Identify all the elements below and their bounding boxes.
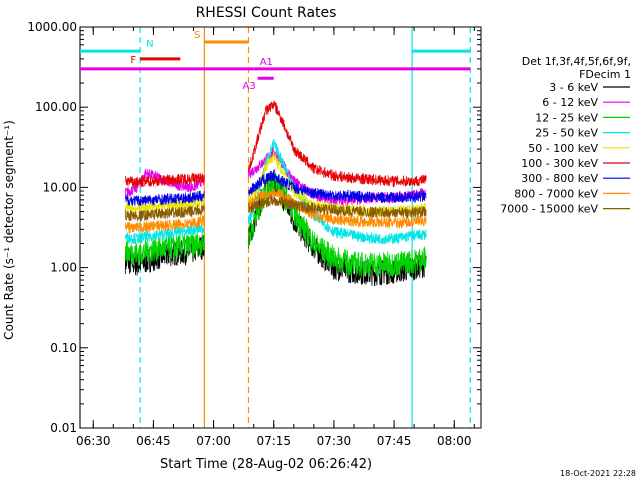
legend-label-4: 50 - 100 keV [528,142,598,155]
series-4-segment-1 [248,150,427,218]
x-tick-label-0: 06:30 [76,434,111,448]
series-8-segment-0 [124,204,205,223]
flag-label-A1: A1 [260,57,273,68]
timestamp: 18-Oct-2021 22:28 [560,469,636,478]
legend-label-6: 300 - 800 keV [521,172,598,185]
y-tick-label-1: 0.10 [50,341,77,355]
flag-label-N: N [146,39,153,50]
flag-label-F: F [130,55,136,66]
plot-data-layer [79,27,471,428]
y-tick-label-4: 100.00 [35,100,77,114]
flag-label-A3: A3 [242,81,255,92]
y-axis-label: Count Rate (s⁻¹ detector segment⁻¹) [2,120,16,340]
x-tick-label-3: 07:15 [256,434,291,448]
legend-label-5: 100 - 300 keV [521,157,598,170]
legend-header-1: FDecim 1 [579,68,631,81]
y-tick-label-3: 10.00 [43,180,77,194]
legend-label-1: 6 - 12 keV [542,96,598,109]
series-7-segment-0 [124,215,205,234]
plot-frame [79,26,482,429]
series-7-segment-1 [248,188,427,229]
x-tick-label-1: 06:45 [136,434,171,448]
legend-header-0: Det 1f,3f,4f,5f,6f,9f, [522,55,631,68]
series-3-segment-1 [248,139,427,245]
chart-title: RHESSI Count Rates [196,5,337,21]
x-tick-label-5: 07:45 [377,434,412,448]
legend-label-0: 3 - 6 keV [549,81,598,94]
y-tick-label-5: 1000.00 [27,20,77,34]
x-axis-label: Start Time (28-Aug-02 06:26:42) [160,457,372,472]
series-2-segment-1 [248,172,427,278]
flag-annotations: N S F A1 A3 [80,30,471,92]
series-8-segment-1 [248,194,427,219]
series-6-segment-1 [248,170,427,204]
y-tick-label-2: 1.00 [50,261,77,275]
legend-label-2: 12 - 25 keV [535,111,598,124]
legend-label-3: 25 - 50 keV [535,127,598,140]
legend: Det 1f,3f,4f,5f,6f,9f,FDecim 13 - 6 keV 6… [500,55,631,216]
x-tick-label-4: 07:30 [317,434,352,448]
legend-label-8: 7000 - 15000 keV [500,203,598,216]
flag-label-S: S [194,30,200,41]
y-tick-label-0: 0.01 [50,421,77,435]
series-5-segment-0 [124,173,205,188]
x-tick-label-6: 08:00 [437,434,472,448]
series-5-segment-1 [248,100,427,188]
series-6-segment-0 [124,190,205,207]
legend-label-7: 800 - 7000 keV [514,187,598,200]
axes: 0.01 0.10 1.00 10.00 100.00 1000.00 06:30 06:45… [27,20,482,448]
x-tick-label-2: 07:00 [196,434,231,448]
